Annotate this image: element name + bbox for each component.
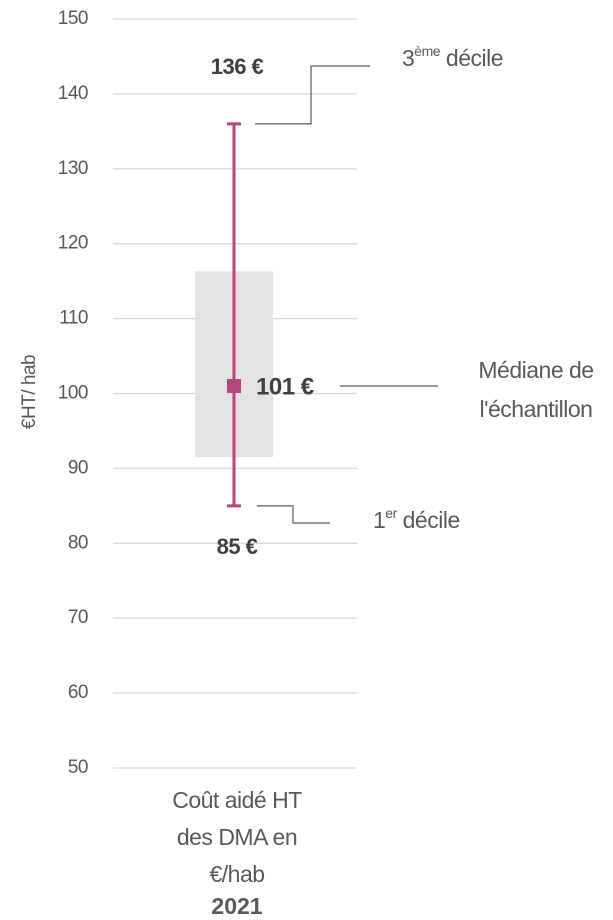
value-label: 101 € bbox=[256, 373, 314, 400]
annotation-median: l'échantillon bbox=[480, 396, 593, 422]
y-tick-label: 70 bbox=[68, 607, 88, 628]
y-tick-label: 60 bbox=[68, 682, 88, 703]
value-label: 85 € bbox=[217, 534, 258, 559]
y-tick-label: 90 bbox=[68, 457, 88, 478]
y-tick-label: 110 bbox=[59, 308, 88, 329]
annotation-d1: 1er décile bbox=[373, 505, 460, 533]
annotation-median: Médiane de bbox=[478, 357, 593, 383]
y-tick-label: 140 bbox=[58, 83, 88, 104]
x-label: 2021 bbox=[211, 893, 263, 919]
leader-line bbox=[255, 65, 370, 125]
y-tick-label: 80 bbox=[68, 532, 88, 553]
y-tick-label: 130 bbox=[58, 158, 88, 179]
leader-line bbox=[257, 505, 330, 524]
value-label: 136 € bbox=[211, 54, 264, 79]
y-tick-label: 100 bbox=[58, 383, 88, 404]
y-tick-label: 50 bbox=[68, 757, 88, 778]
y-tick-label: 150 bbox=[58, 8, 88, 29]
y-tick-label: 120 bbox=[58, 233, 88, 254]
category-label: Coût aidé HT des DMA en €/hab bbox=[172, 787, 302, 887]
median-marker bbox=[227, 379, 241, 394]
annotation-d9: 3ème décile bbox=[402, 43, 503, 71]
y-axis-label: €HT/ hab bbox=[19, 355, 40, 429]
